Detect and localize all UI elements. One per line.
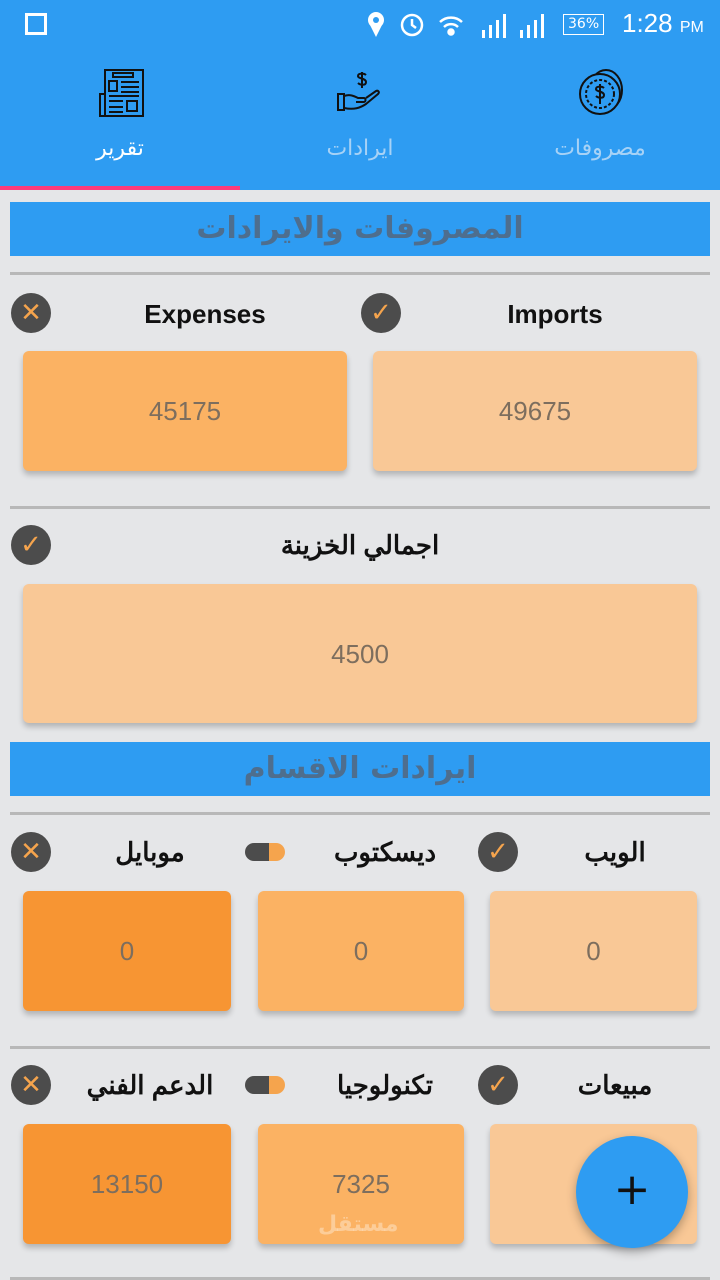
tab-label: تقرير <box>96 136 144 161</box>
imports-card[interactable]: 49675 <box>373 351 697 471</box>
department-label: موبايل <box>115 837 185 867</box>
department-label: مبيعات <box>577 1070 653 1100</box>
signal-icon <box>482 14 506 38</box>
wifi-icon <box>439 16 463 36</box>
signal-icon-2 <box>520 14 544 38</box>
section-title: ايرادات الاقسام <box>10 742 710 796</box>
department-card[interactable]: 0 <box>490 891 697 1011</box>
hand-dollar-icon <box>337 72 380 111</box>
section-title: المصروفات والايرادات <box>10 202 710 256</box>
x-icon[interactable]: ✕ <box>11 832 51 872</box>
x-icon[interactable]: ✕ <box>11 1065 51 1105</box>
check-icon[interactable]: ✓ <box>11 525 51 565</box>
watermark-logo: مستقل <box>318 1212 399 1237</box>
divider <box>10 1046 710 1049</box>
department-label: الويب <box>584 837 646 867</box>
toggle-switch[interactable] <box>245 843 285 861</box>
tab-label: مصروفات <box>554 136 646 161</box>
newspaper-icon <box>99 69 144 117</box>
department-value: 0 <box>353 936 369 966</box>
location-icon <box>368 12 384 37</box>
tab-label: ايرادات <box>326 136 394 161</box>
department-card[interactable]: 13150 <box>23 1124 231 1244</box>
treasury-card[interactable]: 4500 <box>23 584 697 723</box>
divider <box>10 812 710 815</box>
department-label: الدعم الفني <box>86 1070 214 1100</box>
divider <box>10 272 710 275</box>
treasury-label: اجمالي الخزينة <box>280 530 440 560</box>
battery-indicator: 36% <box>563 14 605 35</box>
gallery-notification-icon <box>25 13 47 35</box>
tab-expenses[interactable]: مصروفات <box>480 48 720 190</box>
treasury-value: 4500 <box>331 638 389 669</box>
check-icon[interactable]: ✓ <box>478 832 518 872</box>
imports-label: Imports <box>507 299 603 329</box>
divider <box>10 506 710 509</box>
add-fab-button[interactable]: + <box>576 1136 688 1248</box>
expenses-value: 45175 <box>148 396 222 426</box>
department-card[interactable]: 0 <box>23 891 231 1011</box>
expenses-label: Expenses <box>144 299 266 329</box>
alarm-icon <box>400 13 424 37</box>
status-bar: 36% 1:28 PM <box>0 0 720 48</box>
clock: 1:28 <box>622 8 673 38</box>
tab-revenues[interactable]: ايرادات <box>240 48 480 190</box>
department-value: 0 <box>586 936 601 966</box>
coins-icon <box>579 69 623 115</box>
tab-indicator <box>0 186 240 190</box>
department-value: 13150 <box>90 1169 164 1199</box>
department-card[interactable]: 7325 <box>258 1124 464 1244</box>
clock-ampm: PM <box>679 19 704 36</box>
check-icon[interactable]: ✓ <box>478 1065 518 1105</box>
tab-report[interactable]: تقرير <box>0 48 240 190</box>
x-icon[interactable]: ✕ <box>11 293 51 333</box>
department-label: ديسكتوب <box>333 837 437 867</box>
divider <box>10 1277 710 1280</box>
department-value: 7325 <box>332 1169 390 1199</box>
tab-bar: تقرير ايرادات مصروفات <box>0 48 720 190</box>
check-icon[interactable]: ✓ <box>361 293 401 333</box>
status-icons <box>368 12 544 38</box>
expenses-card[interactable]: 45175 <box>23 351 347 471</box>
imports-value: 49675 <box>498 396 572 426</box>
department-label: تكنولوجيا <box>336 1070 434 1100</box>
department-value: 0 <box>119 936 135 966</box>
toggle-switch[interactable] <box>245 1076 285 1094</box>
department-card[interactable]: 0 <box>258 891 464 1011</box>
